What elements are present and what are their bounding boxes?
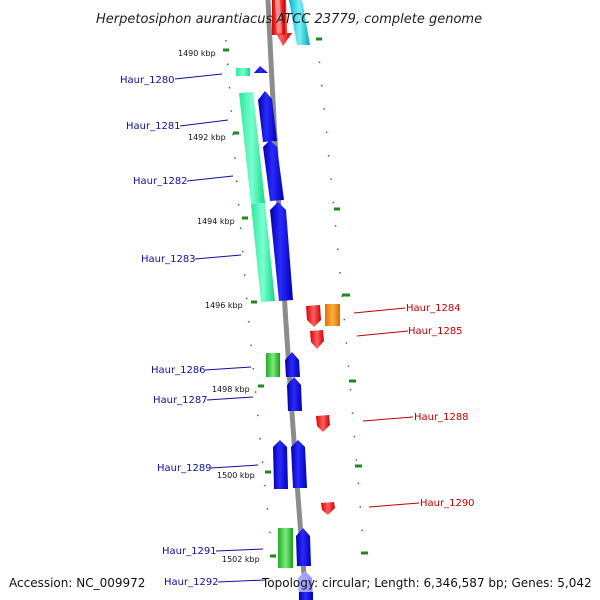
gene-label-haur-1280[interactable]: Haur_1280 — [120, 75, 175, 86]
kbp-label: 1502 kbp — [222, 555, 260, 564]
gene-haur-1282[interactable] — [263, 140, 284, 201]
kbp-label: 1490 kbp — [178, 49, 216, 58]
gene-label-haur-1284[interactable]: Haur_1284 — [406, 303, 461, 314]
gene-label-haur-1283[interactable]: Haur_1283 — [141, 254, 196, 265]
map-title: Herpetosiphon aurantiacus ATCC 23779, co… — [96, 12, 482, 27]
gene-label-haur-1281[interactable]: Haur_1281 — [126, 121, 181, 132]
gene-label-haur-1287[interactable]: Haur_1287 — [153, 395, 208, 406]
gene-haur-1289[interactable] — [273, 440, 307, 489]
left-leader-lines — [174, 73, 266, 583]
outer-guide-track — [316, 37, 365, 556]
gene-haur-1283[interactable] — [251, 202, 293, 302]
gene-haur-1291[interactable] — [278, 528, 311, 568]
gene-haur-1287[interactable] — [287, 377, 302, 411]
kbp-ticks — [223, 37, 368, 558]
gene-label-haur-1289[interactable]: Haur_1289 — [157, 463, 212, 474]
gene-haur-1284[interactable] — [306, 304, 340, 327]
kbp-label: 1494 kbp — [197, 217, 235, 226]
kbp-label: 1500 kbp — [217, 471, 255, 480]
kbp-label: 1492 kbp — [188, 133, 226, 142]
gene-label-haur-1291[interactable]: Haur_1291 — [162, 546, 217, 557]
gene-label-haur-1286[interactable]: Haur_1286 — [151, 365, 206, 376]
gene-haur-1280[interactable] — [236, 66, 268, 76]
gene-haur-1285[interactable] — [310, 330, 324, 349]
left-gene-labels: Haur_1280 Haur_1281 Haur_1282 Haur_1283 … — [120, 75, 219, 588]
right-gene-labels: Haur_1284 Haur_1285 Haur_1288 Haur_1290 — [406, 303, 475, 509]
gene-haur-1292[interactable] — [298, 571, 313, 600]
topology-text: Topology: circular; Length: 6,346,587 bp… — [261, 576, 592, 590]
gene-haur-1286[interactable] — [266, 352, 300, 377]
gene-label-haur-1290[interactable]: Haur_1290 — [420, 498, 475, 509]
accession-text: Accession: NC_009972 — [9, 576, 145, 590]
gene-haur-1288[interactable] — [316, 415, 330, 432]
feature-top-partial — [270, 0, 310, 46]
gene-label-haur-1292[interactable]: Haur_1292 — [164, 577, 219, 588]
kbp-label: 1496 kbp — [205, 301, 243, 310]
gene-label-haur-1285[interactable]: Haur_1285 — [408, 326, 463, 337]
kbp-labels: 1490 kbp 1492 kbp 1494 kbp 1496 kbp 1498… — [178, 49, 260, 564]
gene-haur-1281[interactable] — [239, 91, 277, 204]
gene-haur-1290[interactable] — [321, 502, 335, 515]
gene-label-haur-1288[interactable]: Haur_1288 — [414, 412, 469, 423]
gene-label-haur-1282[interactable]: Haur_1282 — [133, 176, 188, 187]
kbp-label: 1498 kbp — [212, 385, 250, 394]
right-leader-lines — [353, 307, 420, 508]
